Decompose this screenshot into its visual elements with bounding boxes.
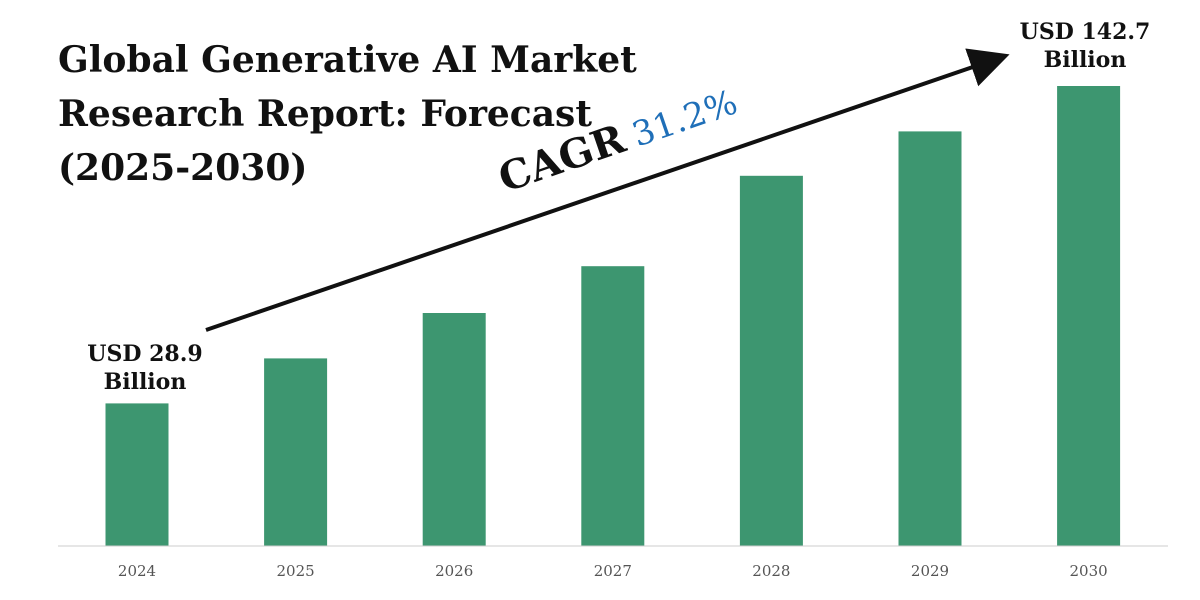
end-value-callout: USD 142.7 Billion [1010, 18, 1160, 74]
bar-2027 [581, 266, 645, 546]
bar-2028 [739, 175, 803, 547]
x-tick-label-2024: 2024 [118, 562, 156, 580]
bar-2024 [105, 403, 169, 546]
chart-title-line-2: Research Report: Forecast [58, 93, 592, 135]
end-value-line1: USD 142.7 [1019, 19, 1151, 45]
chart-title-line-3: (2025-2030) [58, 147, 308, 189]
x-tick-label-2029: 2029 [911, 562, 949, 580]
bar-2030 [1057, 86, 1121, 546]
x-tick-label-2026: 2026 [435, 562, 473, 580]
x-tick-label-2027: 2027 [594, 562, 632, 580]
bar-2029 [898, 131, 962, 546]
x-tick-label-2025: 2025 [277, 562, 315, 580]
bar-2025 [264, 358, 328, 546]
cagr-arrow [205, 48, 1010, 332]
start-value-line2: Billion [103, 369, 187, 395]
x-tick-label-2028: 2028 [752, 562, 790, 580]
chart-title-line-1: Global Generative AI Market [58, 39, 637, 81]
end-value-line2: Billion [1043, 47, 1127, 73]
start-value-callout: USD 28.9 Billion [75, 340, 215, 396]
start-value-line1: USD 28.9 [87, 341, 203, 367]
bar-2026 [422, 313, 486, 546]
x-tick-label-2030: 2030 [1070, 562, 1108, 580]
